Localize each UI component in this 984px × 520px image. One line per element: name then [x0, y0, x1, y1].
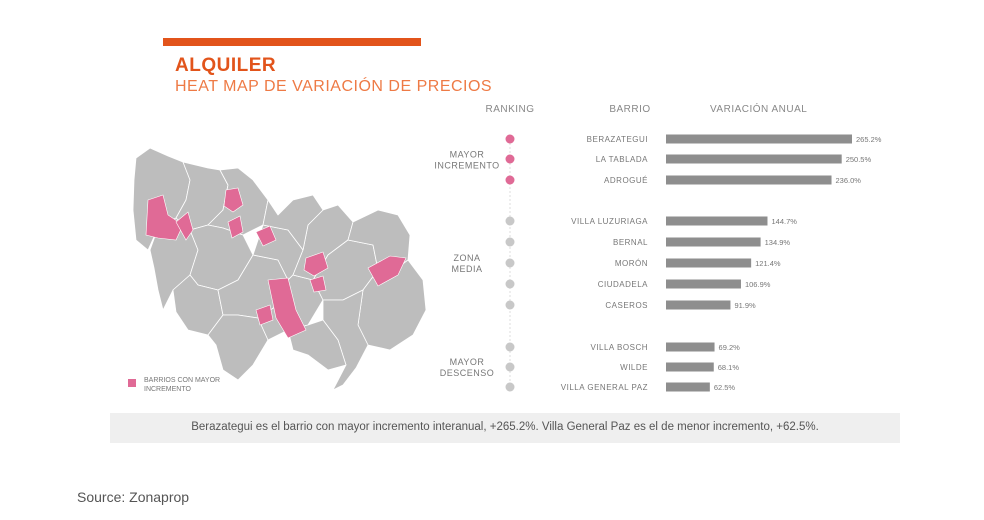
- ranking-dot: [505, 134, 515, 144]
- legend-swatch: [128, 379, 136, 387]
- ranking-dot: [505, 300, 515, 310]
- value-label: 250.5%: [846, 155, 872, 164]
- value-label: 69.2%: [719, 343, 741, 352]
- bar: [666, 258, 752, 268]
- ranking-dot: [505, 237, 515, 247]
- bar: [666, 175, 832, 185]
- barrio-label: BERNAL: [613, 238, 648, 247]
- bar: [666, 300, 731, 310]
- chart-subtitle: HEAT MAP DE VARIACIÓN DE PRECIOS: [175, 78, 493, 95]
- map-highlight-region: [145, 194, 184, 241]
- barrio-label: WILDE: [620, 363, 648, 372]
- value-label: 134.9%: [765, 238, 791, 247]
- map-highlight-region: [367, 255, 407, 287]
- map-highlight-region: [303, 251, 329, 277]
- barrio-label: VILLA BOSCH: [590, 343, 648, 352]
- map-region: [207, 314, 269, 381]
- group-label: ZONA: [453, 253, 480, 263]
- value-label: 62.5%: [714, 383, 736, 392]
- group-label: MAYOR: [450, 357, 485, 367]
- note-box: Berazategui es el barrio con mayor incre…: [110, 413, 900, 443]
- ranking-dot: [505, 154, 515, 164]
- barrio-label: ADROGUÉ: [604, 176, 648, 185]
- value-label: 106.9%: [745, 280, 771, 289]
- group-label: INCREMENTO: [434, 161, 499, 171]
- map-highlight-region: [223, 187, 244, 213]
- ranking-dot: [505, 279, 515, 289]
- value-label: 236.0%: [836, 176, 862, 185]
- value-label: 121.4%: [755, 259, 781, 268]
- map-region: [262, 194, 324, 251]
- ranking-dot: [505, 175, 515, 185]
- source-text: Source: Zonaprop: [77, 489, 190, 505]
- barrio-label: LA TABLADA: [596, 155, 648, 164]
- barrio-label: MORÓN: [615, 259, 648, 268]
- bar: [666, 237, 761, 247]
- ranking-dot: [505, 382, 515, 392]
- map-highlight-region: [255, 225, 277, 247]
- barrio-label: BERAZATEGUI: [587, 135, 648, 144]
- bar: [666, 154, 842, 164]
- column-header-barrio: BARRIO: [609, 104, 650, 115]
- legend-label: BARRIOS CON MAYOR INCREMENTO: [144, 377, 221, 393]
- heat-map: [132, 147, 427, 391]
- bar: [666, 216, 768, 226]
- column-header-variacion: VARIACIÓN ANUAL: [710, 102, 807, 115]
- map-highlight-region: [255, 304, 274, 326]
- value-label: 68.1%: [718, 363, 740, 372]
- column-header-ranking: RANKING: [485, 104, 534, 115]
- chart-title: ALQUILER: [175, 55, 277, 76]
- value-label: 144.7%: [771, 217, 797, 226]
- ranking-dot: [505, 216, 515, 226]
- map-region: [322, 289, 369, 391]
- ranking-dot: [505, 258, 515, 268]
- value-label: 265.2%: [856, 135, 882, 144]
- group-label: MAYOR: [450, 150, 485, 160]
- accent-bar: [163, 38, 421, 46]
- group-label: DESCENSO: [440, 368, 495, 378]
- barrio-label: CASEROS: [605, 301, 648, 310]
- map-highlight-region: [267, 277, 307, 339]
- barrio-label: VILLA LUZURIAGA: [571, 217, 648, 226]
- barrio-label: VILLA GENERAL PAZ: [561, 383, 648, 392]
- bar: [666, 382, 710, 392]
- map-highlight-region: [175, 211, 194, 241]
- map-highlight-region: [309, 275, 327, 293]
- note-text: Berazategui es el barrio con mayor incre…: [191, 421, 819, 433]
- bar-chart: RANKING BARRIO VARIACIÓN ANUAL MAYORINCREM…: [434, 102, 882, 392]
- bar: [666, 134, 852, 144]
- barrio-label: CIUDADELA: [598, 280, 648, 289]
- ranking-dot: [505, 362, 515, 372]
- bar: [666, 279, 741, 289]
- value-label: 91.9%: [734, 301, 756, 310]
- ranking-dot: [505, 342, 515, 352]
- map-region: [357, 259, 427, 351]
- group-label: MEDIA: [451, 264, 482, 274]
- bar: [666, 362, 714, 372]
- map-highlight-region: [227, 215, 244, 239]
- bar: [666, 342, 715, 352]
